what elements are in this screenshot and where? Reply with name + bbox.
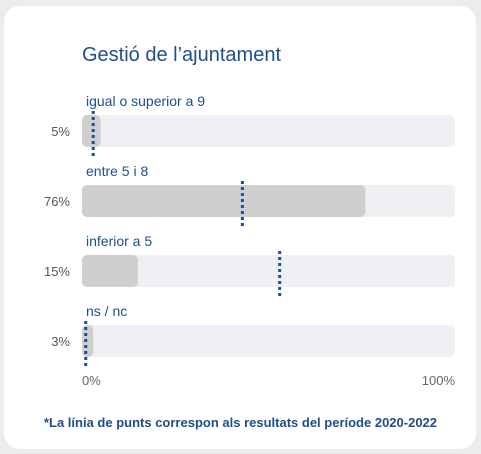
x-tick-label: 0% xyxy=(82,373,101,388)
value-label: 5% xyxy=(51,124,70,139)
bar xyxy=(82,255,138,287)
category-label: inferior a 5 xyxy=(86,233,152,249)
value-label: 3% xyxy=(51,334,70,349)
category-label: ns / nc xyxy=(86,303,127,319)
value-label: 76% xyxy=(44,194,70,209)
category-label: igual o superior a 9 xyxy=(86,93,205,109)
bar-track xyxy=(82,255,455,287)
bar xyxy=(82,115,101,147)
x-tick-label: 100% xyxy=(422,373,456,388)
bar-track xyxy=(82,325,455,357)
bar xyxy=(82,185,366,217)
value-label: 15% xyxy=(44,264,70,279)
bar xyxy=(82,325,94,357)
chart-title: Gestió de l’ajuntament xyxy=(82,44,282,66)
bar-track xyxy=(82,115,455,147)
chart-card xyxy=(4,6,476,449)
footnote: *La línia de punts correspon als resulta… xyxy=(43,415,438,430)
category-label: entre 5 i 8 xyxy=(86,163,148,179)
